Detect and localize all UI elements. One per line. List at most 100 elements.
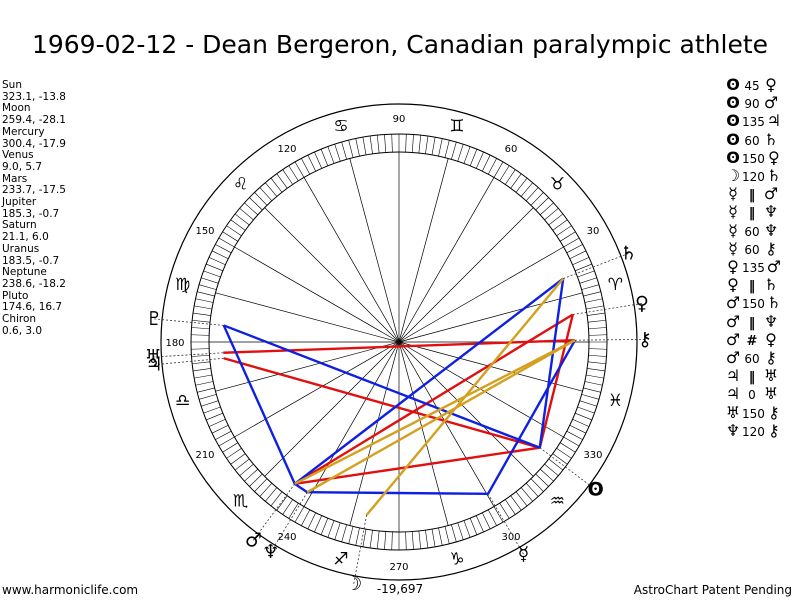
- degree-tick: [208, 419, 226, 427]
- degree-tick: [587, 312, 606, 316]
- degree-tick: [218, 237, 235, 248]
- degree-tick: [230, 219, 246, 231]
- degree-tick: [334, 144, 341, 162]
- degree-tick: [206, 412, 223, 421]
- degree-tick: [569, 250, 587, 259]
- degree-tick: [192, 312, 211, 316]
- position-name: Sun: [2, 79, 22, 91]
- position-value: 233.7, -17.5: [2, 184, 66, 197]
- degree-tick: [192, 368, 211, 372]
- degree-tick: [587, 368, 606, 372]
- degree-tick: [195, 381, 214, 386]
- aspect-line: [223, 338, 576, 354]
- zodiac-sign-icon: ♍: [175, 275, 190, 295]
- degree-tick: [584, 298, 603, 303]
- degree-tick: [588, 348, 607, 350]
- degree-tick: [586, 374, 604, 379]
- planet-positions-list: Sun 323.1, -13.8 Moon 259.4, -28.1 Mercury 30…: [2, 79, 152, 337]
- degree-tick: [566, 244, 583, 254]
- position-name: Pluto: [2, 289, 29, 302]
- degree-tick: [244, 468, 259, 482]
- aspect-line: [294, 339, 576, 485]
- degree-tick: [520, 487, 533, 502]
- position-value: 183.5, -0.7: [2, 254, 60, 267]
- degree-tick: [376, 530, 380, 549]
- degree-tick: [510, 495, 522, 511]
- position-name: Jupiter: [2, 196, 37, 209]
- aspect-line: [223, 324, 541, 449]
- degree-tick: [482, 512, 491, 530]
- degree-tick: [579, 277, 597, 284]
- aspect-planet-1: ʘ: [726, 111, 740, 131]
- degree-tick: [301, 158, 311, 175]
- degree-tick: [499, 502, 510, 519]
- aspect-planet-2: ♄: [766, 166, 782, 185]
- degree-tick: [548, 213, 564, 226]
- degree-tick: [493, 506, 504, 523]
- venus-icon: ♀: [635, 293, 649, 315]
- degree-tick: [226, 225, 242, 237]
- degree-tick: [294, 161, 305, 178]
- degree-label: 300: [501, 532, 520, 543]
- aspect-planet-1: ♂: [725, 329, 741, 349]
- degree-tick: [588, 354, 607, 357]
- aspect-planet-1: ʘ: [726, 93, 740, 113]
- aspect-planet-2: ♄: [763, 275, 779, 295]
- aspect-planet-1: ☽: [725, 166, 741, 185]
- aspect-planet-2: ⚷: [768, 402, 780, 422]
- degree-tick: [525, 187, 539, 202]
- aspect-line: [538, 278, 565, 448]
- degree-tick: [270, 177, 283, 193]
- footer-value: -19,697: [376, 582, 424, 596]
- degree-tick: [320, 518, 329, 535]
- aspect-type: 60: [744, 242, 760, 257]
- degree-tick: [230, 453, 246, 465]
- aspect-row: ♃ 0 ♅: [724, 384, 780, 404]
- degree-tick: [583, 387, 601, 393]
- outer-ring: [160, 103, 638, 581]
- radial-spoke: [264, 207, 400, 343]
- degree-tick: [206, 263, 223, 272]
- radial-spoke: [398, 207, 534, 343]
- aspect-type: 150: [742, 297, 765, 312]
- degree-tick: [552, 453, 568, 465]
- degree-tick: [276, 173, 288, 189]
- aspect-line: [294, 277, 564, 485]
- position-name: Chiron: [2, 313, 37, 326]
- aspect-row: ♂ 60 ⚷: [724, 348, 780, 367]
- degree-tick: [259, 187, 273, 202]
- degree-tick: [376, 135, 380, 154]
- planet-connector: [154, 357, 224, 366]
- aspect-planet-2: ♄: [766, 293, 782, 313]
- degree-tick: [411, 531, 414, 550]
- degree-tick: [254, 192, 268, 206]
- footer-website-link[interactable]: www.harmoniclife.com: [2, 583, 139, 597]
- position-value: 0.6, 3.0: [2, 324, 43, 337]
- aspect-row: ♂ ‖ ♆: [724, 312, 780, 331]
- aspect-planet-2: ♀: [765, 75, 777, 94]
- position-name: Mercury: [2, 125, 45, 138]
- degree-tick: [451, 141, 457, 160]
- degree-tick: [563, 237, 580, 248]
- aspect-planet-1: ☿: [728, 238, 738, 258]
- zodiac-sign-icon: ♑: [449, 549, 464, 569]
- degree-tick: [348, 526, 354, 544]
- degree-label: 180: [165, 338, 184, 349]
- degree-tick: [320, 149, 329, 166]
- position-name: Moon: [2, 102, 31, 115]
- aspect-planet-1: ♃: [725, 384, 741, 404]
- degree-tick: [411, 134, 414, 153]
- degree-tick: [451, 524, 457, 543]
- position-value: 185.3, -0.7: [2, 207, 60, 220]
- aspect-type: 90: [744, 97, 760, 112]
- degree-tick: [520, 182, 533, 197]
- degree-tick: [234, 213, 250, 226]
- degree-tick: [487, 158, 497, 175]
- degree-tick: [259, 482, 273, 497]
- aspect-row: ♅ 150 ⚷: [724, 402, 783, 422]
- zodiac-sign-icon: ♏: [233, 491, 248, 511]
- aspect-type: 0: [748, 388, 756, 403]
- degree-tick: [314, 151, 322, 169]
- degree-tick: [405, 134, 407, 153]
- aspect-row: ♆ 120 ⚷: [724, 421, 783, 440]
